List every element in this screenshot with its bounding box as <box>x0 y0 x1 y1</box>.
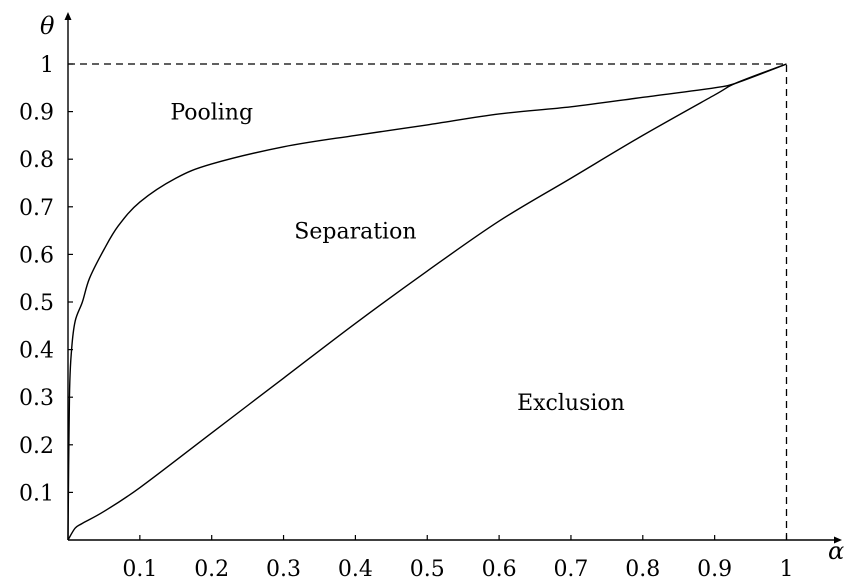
y-tick-label: 0.2 <box>19 434 54 459</box>
reference-lines <box>68 63 788 540</box>
series-layer <box>67 63 787 541</box>
x-tick-label: 1 <box>780 557 794 581</box>
y-tick-label: 0.9 <box>19 101 54 126</box>
region-labels: Pooling Separation Exclusion <box>170 101 624 416</box>
x-tick-label: 0.2 <box>194 557 229 581</box>
y-tick-label: 0.4 <box>19 339 54 364</box>
pooling-boundary-curve <box>67 63 787 541</box>
exclusion-boundary-curve <box>67 63 787 541</box>
y-tick-label: 0.1 <box>19 481 54 506</box>
x-tick-label: 0.7 <box>553 557 588 581</box>
x-tick-label: 0.1 <box>122 557 157 581</box>
y-tick-label: 0.3 <box>19 386 54 411</box>
axes <box>64 12 842 544</box>
y-tick-label: 0.7 <box>19 196 54 221</box>
x-axis-arrow-icon <box>834 536 842 544</box>
x-tick-label: 0.4 <box>338 557 373 581</box>
y-axis-arrow-icon <box>64 12 72 20</box>
y-tick-label: 0.5 <box>19 291 54 316</box>
separation-region-label: Separation <box>294 220 416 245</box>
x-tick-label: 0.6 <box>482 557 517 581</box>
x-tick-label: 0.9 <box>697 557 732 581</box>
x-tick-label: 0.8 <box>625 557 660 581</box>
x-tick-label: 0.5 <box>410 557 445 581</box>
y-tick-label: 0.8 <box>19 148 54 173</box>
x-tick-label: 0.3 <box>266 557 301 581</box>
pooling-region-label: Pooling <box>170 101 253 126</box>
y-tick-label: 0.6 <box>19 243 54 268</box>
ticks: 0.1 0.2 0.3 0.4 0.5 0.6 0.7 0.8 0.9 1 0.1 0.2 0.3 0.4… <box>19 53 794 581</box>
x-axis-label: α <box>828 537 844 565</box>
y-axis-label: θ <box>40 12 55 40</box>
exclusion-region-label: Exclusion <box>517 391 625 416</box>
y-tick-label: 1 <box>40 53 54 78</box>
